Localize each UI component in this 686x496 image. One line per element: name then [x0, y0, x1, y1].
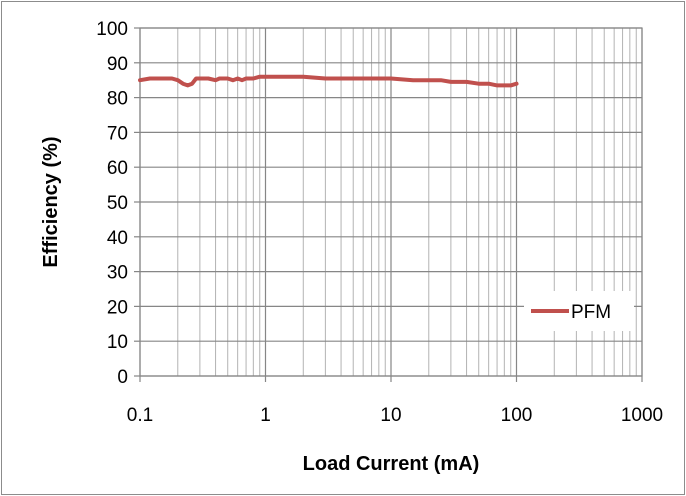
grid	[139, 27, 643, 377]
legend: PFM	[524, 291, 634, 331]
x-tick-label: 10	[380, 405, 401, 426]
x-tick-label: 1	[260, 405, 271, 426]
series-layer	[138, 74, 519, 88]
legend-label-pfm: PFM	[571, 302, 611, 323]
axes	[134, 27, 643, 382]
y-tick-label: 90	[107, 54, 128, 75]
y-axis-title: Efficiency (%)	[40, 136, 62, 267]
y-tick-label: 20	[107, 297, 128, 318]
x-tick-label: 1000	[621, 405, 663, 426]
plot-area	[139, 27, 643, 377]
x-tick-label: 100	[501, 405, 533, 426]
y-tick-label: 30	[107, 263, 128, 284]
series-line-pfm	[138, 74, 519, 88]
y-tick-label: 80	[107, 89, 128, 110]
y-tick-label: 100	[96, 19, 128, 40]
y-tick-label: 60	[107, 158, 128, 179]
tick-labels: 0.1 1 10 100 1000 0 10 20 30 40 50 60 70 80 90 100	[96, 19, 663, 426]
y-tick-label: 40	[107, 228, 128, 249]
y-tick-label: 70	[107, 123, 128, 144]
x-axis-title: Load Current (mA)	[303, 453, 480, 475]
x-tick-label: 0.1	[127, 405, 153, 426]
y-tick-label: 10	[107, 332, 128, 353]
y-tick-label: 0	[117, 367, 128, 388]
y-tick-label: 50	[107, 193, 128, 214]
